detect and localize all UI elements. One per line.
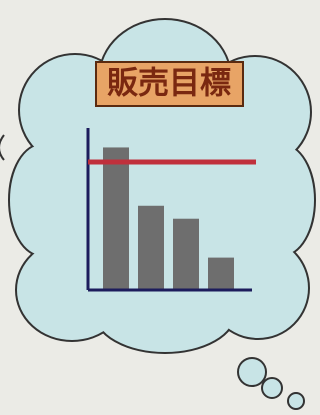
thought-bubble xyxy=(288,393,304,409)
bar xyxy=(103,147,129,290)
cloud-fill xyxy=(10,145,74,255)
chart-title: 販売目標 xyxy=(107,66,231,102)
edge-arc xyxy=(0,135,4,160)
bar xyxy=(208,258,234,290)
thought-bubble xyxy=(262,378,282,398)
thought-bubble xyxy=(238,358,266,386)
illustration: 販売目標 xyxy=(0,0,316,415)
bar xyxy=(138,206,164,290)
page: {"chart_data": {"type": "bar", "title": … xyxy=(0,0,320,415)
bar xyxy=(173,219,199,290)
